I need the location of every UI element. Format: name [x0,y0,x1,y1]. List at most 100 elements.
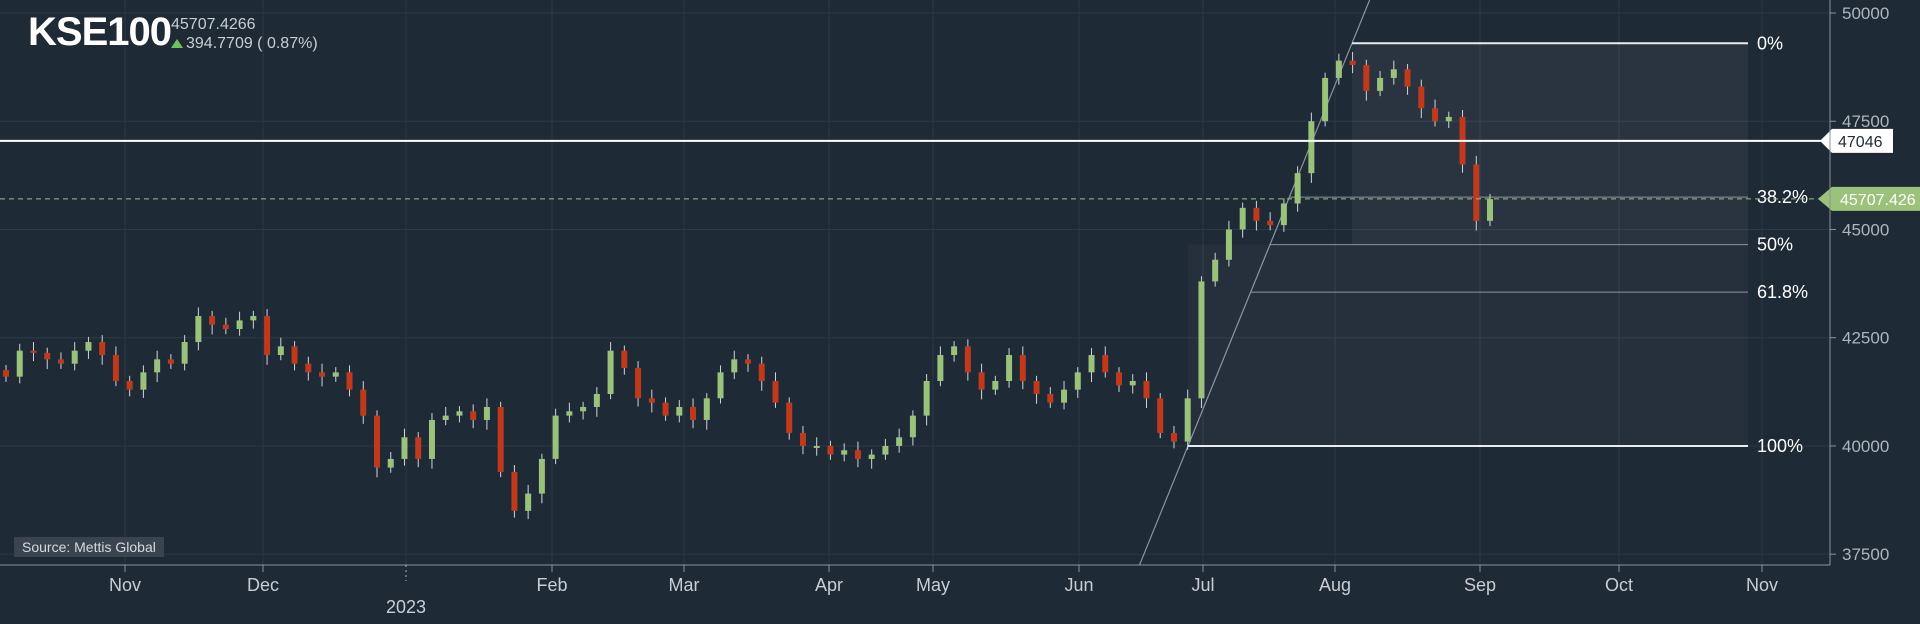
candle-down [1019,355,1026,381]
candle-up [195,316,202,343]
candle-down [99,342,106,356]
candle-up [1225,229,1232,260]
x-tick-label: Dec [247,575,279,595]
current-price-label: 45707.426 [1840,192,1916,209]
candle-down [662,402,669,416]
x-tick-label: Mar [669,575,700,595]
candle-down [1349,60,1356,65]
candle-up [1184,398,1191,442]
candle-down [415,437,422,459]
candle-down [1267,220,1274,226]
candle-down [690,406,697,420]
candle-down [1157,398,1164,433]
horizontal-level-label: 47046 [1838,134,1883,151]
change-value: 394.7709 ( 0.87%) [186,35,318,52]
candle-up [841,450,848,455]
candle-down [854,450,861,459]
candle-down [30,350,37,353]
candle-up [937,355,944,381]
candle-down [222,324,229,330]
candle-up [140,372,147,390]
candle-up [1294,173,1301,204]
x-tick-label: Nov [1746,575,1778,595]
candle-up [731,359,738,373]
candle-up [1322,77,1329,122]
candle-down [745,359,751,364]
y-axis: 37500 40000 42500 45000 47500 50000 [1829,0,1889,565]
candle-down [1432,108,1439,122]
candle-up [538,458,545,494]
candle-up [1061,389,1068,403]
candle-down [346,372,353,390]
x-tick-label: 2023 [386,597,426,617]
candle-up [552,415,559,459]
x-tick-label: Oct [1605,575,1633,595]
x-tick-label: May [916,575,950,595]
candle-down [1404,69,1411,87]
y-tick-label: 40000 [1842,437,1889,456]
candle-up [566,411,573,416]
y-tick-label: 42500 [1842,329,1889,348]
candle-up [1088,355,1095,373]
x-tick-label: Nov [109,575,141,595]
candle-up [923,380,930,416]
candle-down [1143,380,1150,399]
candle-down [360,389,367,416]
candle-up [483,406,490,420]
candle-down [978,372,985,390]
candle-down [1418,86,1425,109]
fib-trend-line [1138,0,1371,566]
candle-down [209,316,216,325]
candle-up [525,493,532,511]
candle-up [703,398,710,420]
horizontal-level-tag [1820,128,1893,153]
candle-up [85,342,92,351]
candle-down [305,363,312,373]
candle-up [1212,259,1219,282]
candle-up [882,445,889,455]
candle-up [1239,207,1246,230]
fib-level-label: 38.2% [1757,187,1808,207]
x-tick-label: Sep [1464,575,1496,595]
candle-down [964,346,971,373]
chart-overlays: 47046 45707.426 [0,128,1920,211]
candle-up [1445,116,1452,122]
candle-up [332,372,339,377]
candle-down [758,363,765,381]
candle-down [3,370,9,377]
candle-down [799,432,806,446]
candle-down [1033,380,1040,394]
candle-down [635,368,642,399]
candle-down [167,359,174,364]
candle-up [181,342,188,364]
y-tick-label: 45000 [1842,220,1889,239]
fibonacci-retracement[interactable]: 0% 38.2% 50% 61.8% 100% [1138,0,1809,566]
x-tick-label: Apr [815,575,843,595]
fib-level-label: 0% [1757,33,1783,53]
x-tick-label: Jun [1064,575,1093,595]
candle-down [1116,372,1122,386]
x-tick-label: Feb [536,575,567,595]
candle-up [1308,121,1315,174]
candle-down [126,380,133,390]
y-tick-label: 37500 [1842,545,1889,564]
current-price-tag [1818,186,1920,211]
candle-down [772,380,779,403]
candle-down [1102,355,1109,373]
candle-down [44,352,51,360]
candle-up [1006,355,1013,381]
candle-down [1047,393,1054,403]
candle-up [387,458,394,468]
candle-up [154,359,161,373]
candle-down [511,471,518,511]
price-change: 394.7709 ( 0.87%) [171,35,318,53]
candle-up [456,411,463,416]
candle-up [992,380,999,390]
candle-down [1363,64,1370,91]
candle-up [593,393,600,407]
candle-up [1335,60,1342,78]
candle-down [1473,164,1480,221]
source-label: Source: Mettis Global [14,537,164,557]
candle-up [1280,203,1287,226]
